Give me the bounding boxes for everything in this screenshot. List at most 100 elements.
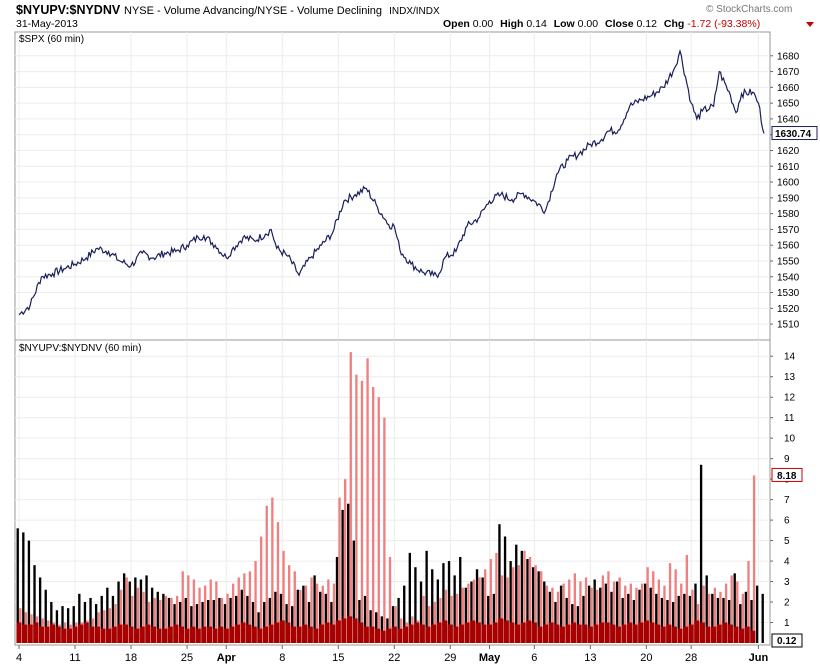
price-panel-frame (14, 31, 771, 341)
ratio-bar (643, 583, 647, 643)
price-last-value-tag: 1630.74 (771, 126, 818, 141)
ratio-bar (44, 589, 47, 643)
ratio-bar (711, 593, 714, 643)
ratio-bar (489, 559, 492, 643)
ratio-bar (134, 577, 137, 643)
down-triangle-icon (806, 22, 814, 27)
ratio-bar (579, 581, 582, 643)
price-tick-label: 1560 (777, 241, 800, 252)
ratio-bar (470, 620, 476, 643)
ratio-bar (509, 561, 512, 643)
ratio-bar (173, 624, 179, 643)
ratio-bar (78, 593, 81, 643)
ratio-bar (520, 622, 526, 643)
x-axis: 4 11 18 25 Apr 8 15 22 29 May 6 13 20 28 Jun (16, 645, 768, 664)
ratio-bar (321, 585, 324, 643)
ratio-bar (265, 505, 268, 643)
ratio-bar (61, 628, 67, 643)
close-value: 0.12 (637, 18, 658, 30)
ratio-bar (554, 602, 557, 643)
ratio-bar (419, 624, 425, 643)
ratio-bar (380, 630, 386, 643)
ratio-bar (422, 595, 425, 643)
price-tick-label: 1610 (777, 162, 800, 173)
ratio-bar (117, 624, 123, 643)
ratio-bar (335, 556, 339, 643)
ratio-bar (240, 589, 243, 643)
ratio-bar (257, 628, 263, 643)
ratio-bar (618, 577, 621, 643)
ratio-bar (198, 587, 201, 643)
ratio-bar (610, 624, 616, 643)
ratio-close-value: 0.12 (777, 636, 797, 647)
ratio-bar (307, 626, 313, 643)
ratio-bar (175, 595, 179, 643)
price-tick-label: 1550 (777, 256, 800, 267)
ratio-bar (33, 565, 36, 643)
ratio-bar (531, 567, 535, 643)
ratio-bar (184, 628, 190, 643)
ratio-bar (201, 602, 204, 643)
ratio-bar (570, 622, 577, 643)
ratio-bar (666, 599, 669, 643)
ratio-bar (408, 624, 414, 643)
ratio-bar (332, 583, 336, 643)
ratio-tick-label: 2 (784, 598, 790, 609)
ratio-bar (702, 585, 705, 643)
ratio-bar (131, 595, 134, 643)
ratio-bar (453, 626, 459, 643)
ratio-bar (447, 561, 451, 643)
chart-date: 31-May-2013 (16, 18, 78, 30)
ratio-bar (119, 589, 123, 643)
ratio-bar (403, 585, 406, 643)
ratio-bar (226, 593, 229, 643)
symbol-label: $NYUPV:$NYDNV (16, 3, 121, 17)
ratio-bar (274, 591, 277, 643)
ratio-bar (492, 622, 498, 643)
ratio-bar (223, 628, 229, 643)
ratio-tick-label: 14 (784, 352, 796, 363)
ratio-bar (627, 593, 630, 643)
ratio-bar (439, 597, 442, 643)
ratio-bar (635, 587, 638, 643)
ratio-bar (621, 624, 627, 643)
ratio-bar (83, 602, 87, 643)
ratio-bar (27, 624, 33, 643)
ratio-bar (391, 626, 397, 643)
ratio-bar (106, 587, 109, 643)
ratio-bar (587, 585, 591, 643)
ratio-bar (677, 595, 680, 643)
ratio-bar (341, 618, 347, 643)
ratio-bar (72, 606, 75, 643)
chg-label: Chg (664, 18, 684, 30)
ratio-bar (632, 599, 636, 643)
ratio-bar (291, 606, 294, 643)
ratio-bar (431, 569, 434, 643)
ratio-bar (484, 569, 487, 643)
ratio-bar (235, 595, 238, 643)
ratio-bar (666, 624, 672, 643)
ratio-bar (209, 579, 212, 643)
ratio-bar (711, 626, 717, 643)
ratio-bar (223, 604, 227, 643)
ratio-bar (573, 573, 577, 643)
ratio-bar (551, 587, 554, 643)
ratio-bar (668, 563, 672, 643)
ratio-bar (156, 628, 162, 643)
ratio-bar (347, 503, 350, 643)
ratio-bar (640, 583, 644, 643)
ratio-bar (94, 626, 100, 643)
ratio-bar (453, 575, 456, 643)
ratio-bar (556, 591, 560, 643)
ratio-bar (78, 624, 84, 643)
x-tick-label: 25 (181, 652, 193, 664)
ratio-bar (428, 606, 431, 643)
ratio-bar (338, 497, 341, 643)
price-tick-label: 1600 (777, 178, 800, 189)
ratio-bar (610, 591, 613, 643)
ratio-bar (713, 587, 717, 643)
ratio-bar (190, 606, 193, 643)
ratio-bar (750, 599, 753, 643)
ratio-bar (83, 622, 89, 643)
x-tick-label: 6 (531, 652, 537, 664)
